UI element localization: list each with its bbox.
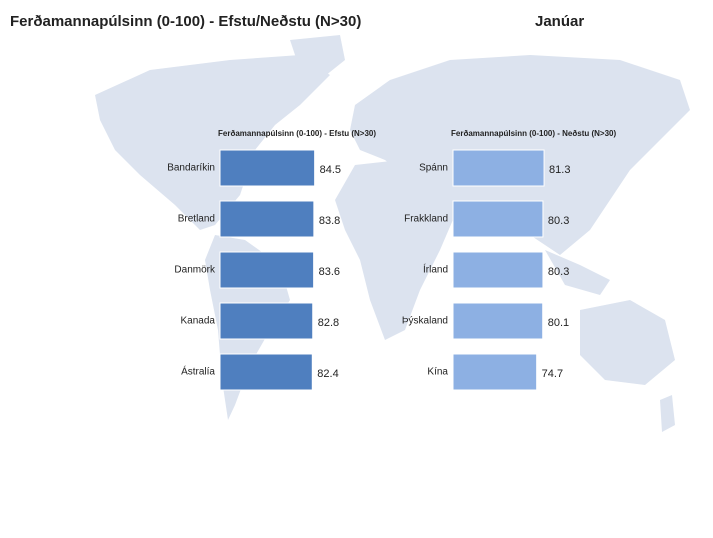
bar [452, 251, 544, 289]
charts: Ferðamannapúlsinn (0-100) - Efstu (N>30)… [167, 129, 616, 391]
bar [219, 251, 315, 289]
value-label: 80.3 [548, 266, 569, 278]
chart-subtitle: Ferðamannapúlsinn (0-100) - Efstu (N>30) [218, 129, 376, 138]
category-label: Bretland [178, 214, 215, 225]
value-label: 81.3 [549, 164, 570, 176]
page-title: Ferðamannapúlsinn (0-100) - Efstu/Neðstu… [10, 13, 361, 30]
category-label: Kína [427, 367, 448, 378]
month-label: Janúar [535, 13, 584, 30]
category-label: Kanada [181, 316, 216, 327]
value-label: 74.7 [542, 368, 563, 380]
chart-subtitle: Ferðamannapúlsinn (0-100) - Neðstu (N>30… [451, 129, 616, 138]
value-label: 83.6 [319, 266, 340, 278]
bar [219, 200, 315, 238]
value-label: 80.1 [548, 317, 569, 329]
category-label: Ástralía [181, 365, 215, 378]
bar [452, 353, 538, 391]
category-label: Danmörk [174, 265, 216, 276]
bar [452, 302, 544, 340]
category-label: Bandaríkin [167, 163, 215, 174]
bar [219, 149, 316, 187]
category-label: Spánn [419, 163, 448, 174]
category-label: Frakkland [404, 214, 448, 225]
bar [452, 149, 545, 187]
value-label: 82.4 [317, 368, 338, 380]
value-label: 83.8 [319, 215, 340, 227]
bar [219, 302, 314, 340]
bar [452, 200, 544, 238]
category-label: Þýskaland [402, 316, 448, 327]
value-label: 80.3 [548, 215, 569, 227]
bar [219, 353, 313, 391]
category-label: Írland [423, 263, 448, 276]
value-label: 84.5 [320, 164, 341, 176]
value-label: 82.8 [318, 317, 339, 329]
